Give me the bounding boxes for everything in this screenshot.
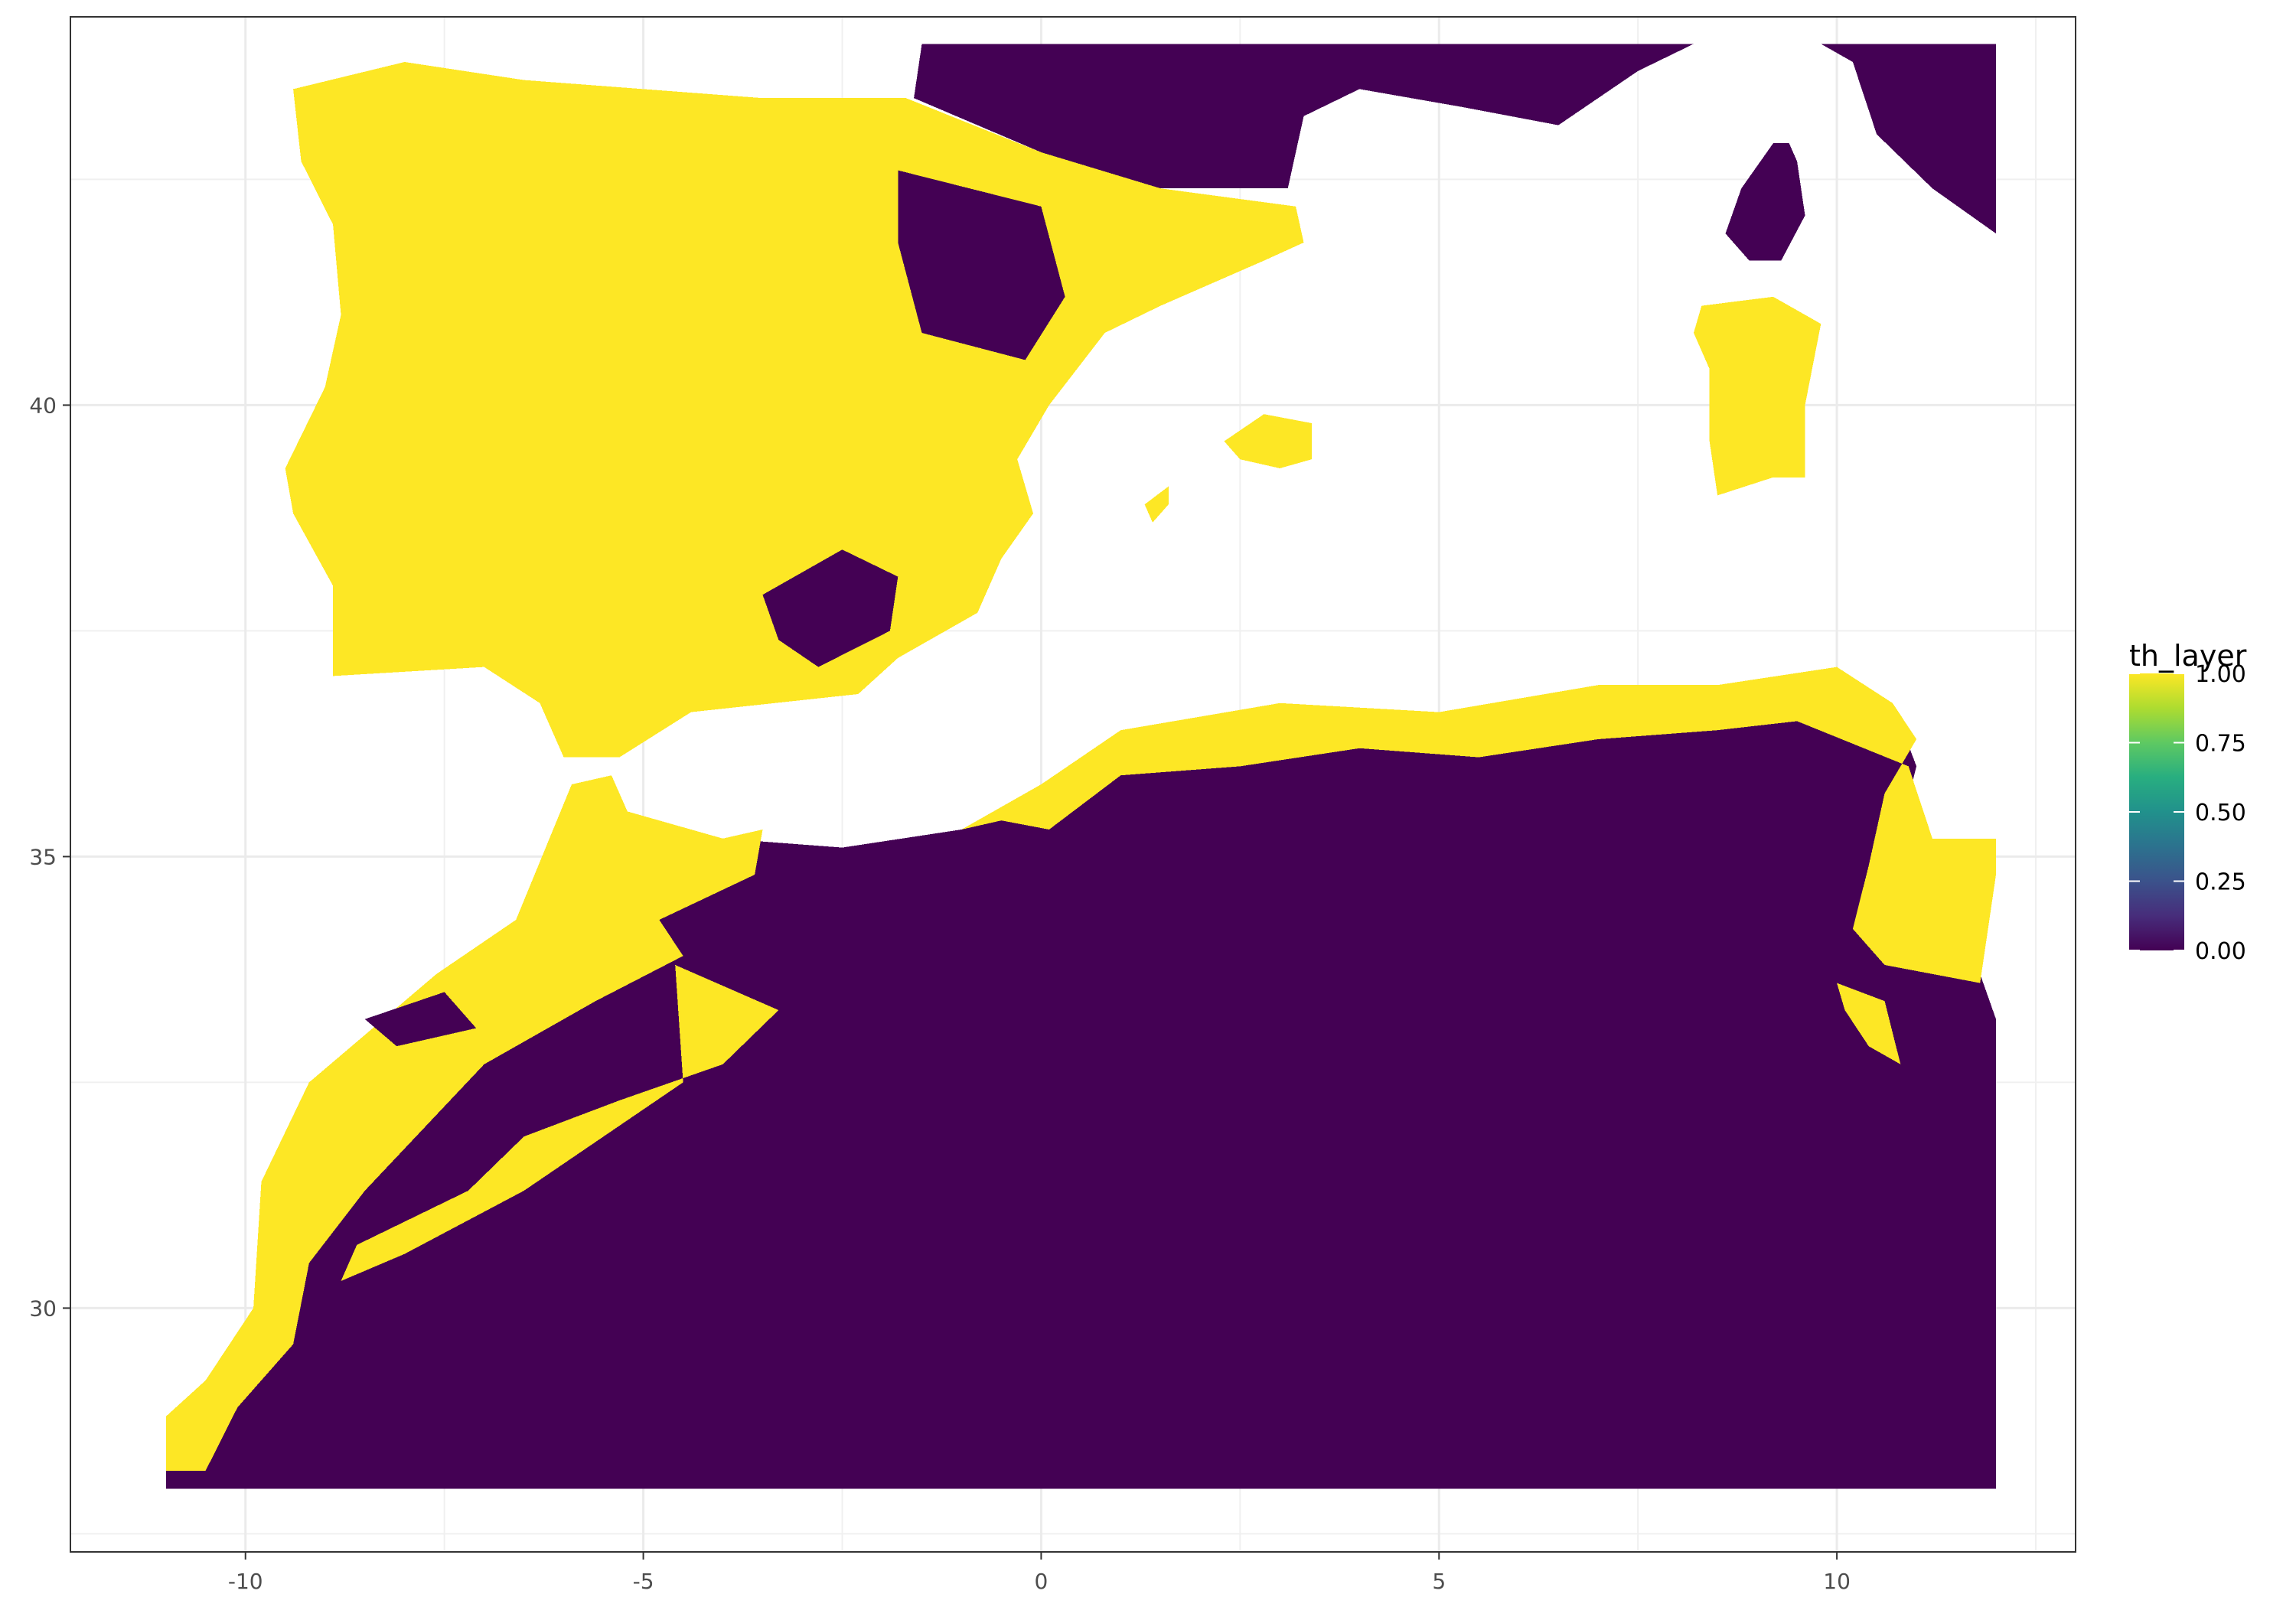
raster-region-tunisia-inland bbox=[1837, 983, 1901, 1064]
raster-region-ibiza bbox=[1144, 486, 1169, 523]
x-tick-label: -5 bbox=[633, 1569, 654, 1594]
raster-region-rif-patch bbox=[364, 992, 477, 1047]
x-tick-label: 0 bbox=[1034, 1569, 1048, 1594]
legend-label: 0.00 bbox=[2195, 938, 2246, 965]
x-tick-label: 10 bbox=[1823, 1569, 1851, 1594]
x-tick-label: 5 bbox=[1432, 1569, 1446, 1594]
legend-label: 0.25 bbox=[2195, 869, 2246, 896]
legend-ticks: 1.00 0.75 0.50 0.25 0.00 bbox=[2129, 661, 2246, 965]
raster-region-algeria-tunisia-coast bbox=[961, 667, 1996, 983]
legend-label: 1.00 bbox=[2195, 661, 2246, 688]
raster-region-france-south bbox=[914, 44, 1694, 189]
raster-region-iberia-interior-east bbox=[898, 170, 1065, 360]
y-tick-label: 30 bbox=[29, 1296, 57, 1321]
raster-region-mallorca bbox=[1224, 414, 1312, 468]
legend: th_layer 1.00 0.75 0.50 0.25 0.00 bbox=[2129, 639, 2247, 965]
raster-region-iberia-southeast bbox=[762, 549, 899, 667]
legend-label: 0.50 bbox=[2195, 800, 2246, 826]
legend-label: 0.75 bbox=[2195, 731, 2246, 758]
legend-title: th_layer bbox=[2129, 639, 2247, 673]
x-tick-label: -10 bbox=[228, 1569, 263, 1594]
raster-region-atlas-highlands bbox=[341, 965, 779, 1281]
raster-region-corsica bbox=[1725, 143, 1805, 261]
raster-region-italy-nw bbox=[1821, 44, 1996, 234]
axes: -10 -5 0 5 10 30 35 40 bbox=[29, 393, 1851, 1594]
raster-region-sardinia bbox=[1694, 296, 1821, 496]
raster-region-iberia bbox=[285, 62, 1304, 758]
raster-region-morocco-north-coast bbox=[165, 775, 763, 1471]
raster-layer bbox=[165, 44, 1996, 1489]
y-tick-label: 40 bbox=[29, 393, 57, 418]
panel-border bbox=[70, 16, 2076, 1553]
y-tick-label: 35 bbox=[29, 844, 57, 869]
